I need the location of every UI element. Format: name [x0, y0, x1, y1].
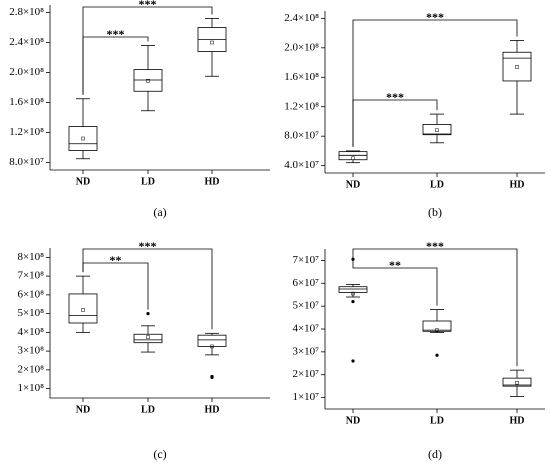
y-tick-label: 2.4×10⁸	[284, 12, 319, 24]
mean	[81, 308, 85, 312]
significance-label: **	[110, 253, 122, 267]
significance-label: ***	[139, 239, 157, 253]
x-tick-label: ND	[76, 404, 90, 415]
y-tick-label: 2.0×10⁸	[9, 66, 44, 78]
box	[422, 124, 452, 136]
y-tick-label: 3×10⁸	[17, 345, 44, 357]
y-tick-label: 1×10⁸	[17, 382, 44, 394]
mean	[146, 335, 150, 339]
panel-caption: (b)	[428, 205, 442, 219]
y-tick-label: 5×10⁸	[17, 307, 44, 319]
y-tick-label: 7×10⁷	[292, 254, 319, 266]
x-tick-label: HD	[510, 415, 525, 426]
panel-caption: (d)	[428, 447, 442, 461]
significance-label: ***	[139, 0, 157, 11]
y-tick-label: 1.6×10⁸	[9, 96, 44, 108]
y-tick-label: 2.8×10⁸	[9, 6, 44, 18]
significance-label: ***	[107, 27, 125, 41]
outlier	[351, 299, 355, 304]
y-tick-label: 5×10⁷	[292, 300, 319, 312]
significance-bracket	[352, 248, 518, 367]
y-tick-label: 2.0×10⁸	[284, 41, 319, 53]
mean	[210, 40, 214, 45]
y-tick-label: 6×10⁸	[17, 288, 44, 300]
significance-bracket	[352, 99, 438, 147]
mean	[435, 128, 439, 133]
y-tick-label: 2×10⁷	[292, 368, 319, 380]
x-tick-label: HD	[205, 176, 220, 187]
outlier	[146, 312, 150, 316]
outlier	[351, 359, 355, 363]
y-tick-label: 4.0×10⁷	[284, 159, 319, 171]
y-tick-label: 1.2×10⁸	[9, 126, 44, 138]
significance-bracket	[82, 6, 213, 95]
mean	[351, 291, 355, 296]
outlier	[435, 353, 439, 357]
box	[502, 377, 532, 387]
y-tick-label: 4×10⁷	[292, 323, 319, 335]
mean	[81, 136, 85, 141]
panel-caption: (c)	[153, 447, 166, 461]
y-tick-label: 8.0×10⁷	[284, 130, 319, 142]
mean	[515, 380, 519, 385]
significance-bracket	[82, 248, 213, 330]
box	[422, 320, 452, 332]
box	[197, 334, 227, 347]
x-tick-label: ND	[346, 179, 360, 190]
x-tick-label: LD	[141, 176, 155, 187]
x-tick-label: HD	[205, 404, 220, 415]
box	[68, 293, 98, 324]
mean	[210, 344, 214, 349]
y-tick-label: 6×10⁷	[292, 277, 319, 289]
significance-label: ***	[426, 239, 444, 253]
mean	[515, 65, 519, 69]
significance-bracket	[352, 19, 518, 147]
significance-bracket	[352, 255, 438, 306]
y-tick-label: 2.4×10⁸	[9, 36, 44, 48]
y-tick-label: 1×10⁷	[292, 391, 319, 403]
y-tick-label: 8.0×10⁷	[9, 156, 44, 168]
x-tick-label: LD	[430, 415, 444, 426]
box	[502, 51, 532, 82]
x-tick-label: LD	[430, 179, 444, 190]
significance-label: ***	[426, 10, 444, 24]
x-tick-label: LD	[141, 404, 155, 415]
y-tick-label: 8×10⁸	[17, 251, 44, 263]
mean	[435, 328, 439, 332]
box	[338, 286, 368, 293]
panel-caption: (a)	[153, 205, 166, 219]
y-tick-label: 1.2×10⁸	[284, 100, 319, 112]
x-tick-label: HD	[510, 179, 525, 190]
y-tick-label: 1.6×10⁸	[284, 71, 319, 83]
y-tick-label: 7×10⁸	[17, 270, 44, 282]
x-tick-label: ND	[346, 415, 360, 426]
box	[68, 126, 98, 151]
mean	[351, 156, 355, 161]
outlier	[210, 374, 214, 379]
significance-label: **	[389, 258, 401, 272]
y-tick-label: 2×10⁸	[17, 363, 44, 375]
x-tick-label: ND	[76, 176, 90, 187]
y-tick-label: 4×10⁸	[17, 326, 44, 338]
significance-label: ***	[386, 90, 404, 104]
mean	[146, 79, 150, 83]
y-tick-label: 3×10⁷	[292, 345, 319, 357]
